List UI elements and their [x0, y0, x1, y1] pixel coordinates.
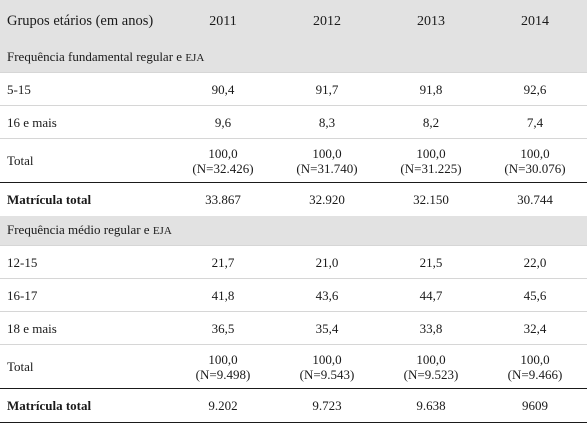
total-value: 100,0	[208, 145, 238, 161]
cell-value: 32.150	[379, 182, 483, 216]
table-row: 5-15 90,4 91,7 91,8 92,6	[0, 72, 587, 106]
cell-value: 21,0	[275, 245, 379, 279]
column-header-2013: 2013	[379, 0, 483, 43]
section-heading-medio: Frequência médio regular e EJA	[0, 216, 587, 246]
section-heading-fundamental: Frequência fundamental regular e EJA	[0, 43, 587, 73]
enrollment-total-row: Matrícula total 33.867 32.920 32.150 30.…	[0, 182, 587, 216]
table-row: 16 e mais 9,6 8,3 8,2 7,4	[0, 105, 587, 139]
total-n: (N=9.523)	[403, 366, 459, 382]
cell-value: 32,4	[483, 311, 587, 345]
cell-value: 45,6	[483, 278, 587, 312]
cell-value: 22,0	[483, 245, 587, 279]
cell-value: 9.723	[275, 388, 379, 423]
cell-value: 21,7	[171, 245, 275, 279]
cell-value: 43,6	[275, 278, 379, 312]
row-label: Total	[0, 138, 171, 183]
cell-value: 44,7	[379, 278, 483, 312]
total-cell: 100,0 (N=9.523)	[379, 344, 483, 389]
cell-value: 9.202	[171, 388, 275, 423]
row-label: 18 e mais	[0, 311, 171, 345]
total-n: (N=32.426)	[192, 160, 254, 176]
row-label: 12-15	[0, 245, 171, 279]
row-label: 16 e mais	[0, 105, 171, 139]
row-label: Matrícula total	[0, 182, 171, 216]
total-row: Total 100,0 (N=9.498) 100,0 (N=9.543) 100,…	[0, 344, 587, 389]
cell-value: 21,5	[379, 245, 483, 279]
total-value: 100,0	[312, 351, 342, 367]
cell-value: 32.920	[275, 182, 379, 216]
table-row: 12-15 21,7 21,0 21,5 22,0	[0, 245, 587, 279]
cell-value: 7,4	[483, 105, 587, 139]
total-cell: 100,0 (N=31.740)	[275, 138, 379, 183]
cell-value: 9,6	[171, 105, 275, 139]
total-n: (N=31.225)	[400, 160, 462, 176]
column-header-2012: 2012	[275, 0, 379, 43]
cell-value: 33.867	[171, 182, 275, 216]
cell-value: 30.744	[483, 182, 587, 216]
section-title: Frequência fundamental regular e EJA	[0, 43, 587, 73]
total-n: (N=31.740)	[296, 160, 358, 176]
cell-value: 90,4	[171, 72, 275, 106]
total-cell: 100,0 (N=30.076)	[483, 138, 587, 183]
cell-value: 8,3	[275, 105, 379, 139]
row-label: 16-17	[0, 278, 171, 312]
section-title-suffix: EJA	[152, 225, 172, 237]
total-n: (N=9.543)	[299, 366, 355, 382]
table-row: 16-17 41,8 43,6 44,7 45,6	[0, 278, 587, 312]
total-row: Total 100,0 (N=32.426) 100,0 (N=31.740) 10…	[0, 138, 587, 183]
total-cell: 100,0 (N=32.426)	[171, 138, 275, 183]
total-cell: 100,0 (N=9.466)	[483, 344, 587, 389]
column-header-2011: 2011	[171, 0, 275, 43]
row-label: Matrícula total	[0, 388, 171, 423]
cell-value: 8,2	[379, 105, 483, 139]
total-value: 100,0	[520, 351, 550, 367]
cell-value: 35,4	[275, 311, 379, 345]
cell-value: 36,5	[171, 311, 275, 345]
cell-value: 33,8	[379, 311, 483, 345]
cell-value: 9.638	[379, 388, 483, 423]
column-header-age-groups: Grupos etários (em anos)	[0, 0, 171, 43]
section-title: Frequência médio regular e EJA	[0, 216, 587, 246]
cell-value: 41,8	[171, 278, 275, 312]
enrollment-total-row: Matrícula total 9.202 9.723 9.638 9609	[0, 388, 587, 423]
total-value: 100,0	[208, 351, 238, 367]
row-label: Total	[0, 344, 171, 389]
total-cell: 100,0 (N=9.543)	[275, 344, 379, 389]
cell-value: 91,7	[275, 72, 379, 106]
total-value: 100,0	[312, 145, 342, 161]
total-n: (N=9.466)	[507, 366, 563, 382]
section-title-text: Frequência médio regular e	[7, 222, 150, 237]
total-n: (N=30.076)	[504, 160, 566, 176]
section-title-suffix: EJA	[185, 52, 205, 64]
cell-value: 9609	[483, 388, 587, 423]
table-row: 18 e mais 36,5 35,4 33,8 32,4	[0, 311, 587, 345]
table-header-row: Grupos etários (em anos) 2011 2012 2013 …	[0, 0, 587, 43]
cell-value: 91,8	[379, 72, 483, 106]
total-cell: 100,0 (N=9.498)	[171, 344, 275, 389]
column-header-2014: 2014	[483, 0, 587, 43]
cell-value: 92,6	[483, 72, 587, 106]
total-value: 100,0	[416, 351, 446, 367]
total-value: 100,0	[520, 145, 550, 161]
total-value: 100,0	[416, 145, 446, 161]
section-title-text: Frequência fundamental regular e	[7, 49, 183, 64]
total-cell: 100,0 (N=31.225)	[379, 138, 483, 183]
total-n: (N=9.498)	[195, 366, 251, 382]
row-label: 5-15	[0, 72, 171, 106]
